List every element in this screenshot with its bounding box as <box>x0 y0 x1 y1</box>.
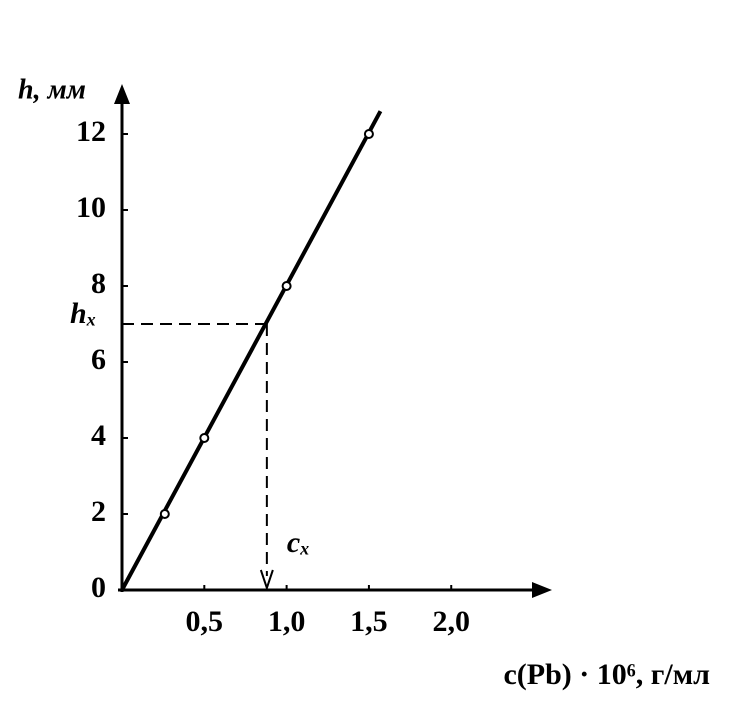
x-axis-label: c(Pb) · 10⁶, г/мл <box>503 658 710 691</box>
data-point <box>281 281 292 291</box>
x-axis-arrow <box>532 582 552 598</box>
y-axis-arrow <box>114 84 130 104</box>
x-tick-label: 2,0 <box>432 605 470 638</box>
hx-label: hₓ <box>70 297 97 330</box>
cx-arrow <box>259 569 274 592</box>
y-tick-label: 4 <box>91 419 106 452</box>
y-tick-label: 2 <box>91 495 106 528</box>
y-tick-label: 0 <box>91 571 106 604</box>
x-tick-label: 0,5 <box>186 605 224 638</box>
data-point <box>363 129 374 139</box>
data-point <box>199 433 210 443</box>
data-point <box>159 509 170 519</box>
y-tick-label: 10 <box>76 191 106 224</box>
x-tick-label: 1,0 <box>268 605 306 638</box>
y-tick-label: 12 <box>76 115 106 148</box>
y-tick-label: 8 <box>91 267 106 300</box>
cx-label: cₓ <box>287 526 311 559</box>
y-tick-label: 6 <box>91 343 106 376</box>
x-tick-label: 1,5 <box>350 605 388 638</box>
y-axis-label: h, мм <box>18 74 86 105</box>
fit-line <box>120 110 383 591</box>
